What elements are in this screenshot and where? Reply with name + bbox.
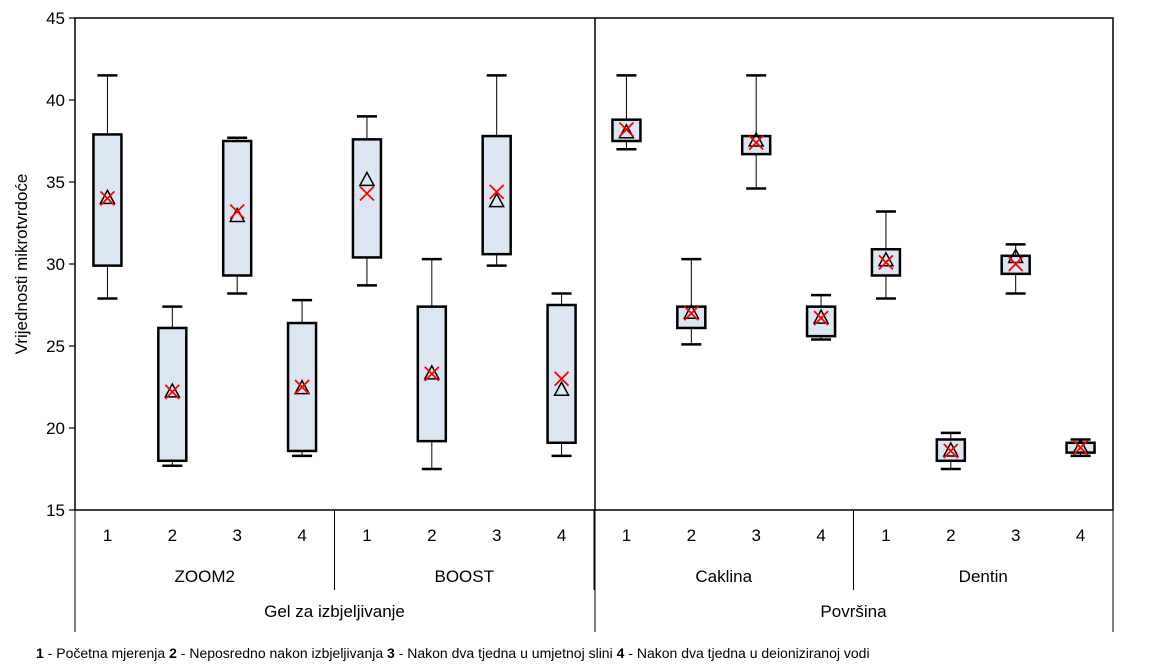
box-caklina-4 bbox=[805, 293, 837, 341]
footnote-number: 1 bbox=[36, 645, 44, 661]
box-boost-2 bbox=[416, 257, 448, 471]
box-caklina-3 bbox=[740, 74, 772, 190]
median-marker bbox=[1072, 438, 1089, 454]
y-axis-title: Vrijednosti mikrotvrdoće bbox=[12, 174, 31, 355]
footnote-text: - Nakon dva tjedna u umjetnoj slini bbox=[394, 645, 617, 661]
x-panel-label: Gel za izbjeljivanje bbox=[264, 602, 405, 621]
median-marker bbox=[358, 170, 376, 187]
x-category-label: 4 bbox=[1076, 526, 1085, 545]
mean-marker bbox=[553, 371, 570, 387]
box-iqr bbox=[481, 134, 512, 256]
mean-marker bbox=[424, 366, 440, 382]
box-caklina-1 bbox=[611, 74, 642, 151]
mean-marker bbox=[618, 121, 635, 138]
median-marker bbox=[488, 192, 505, 208]
mean-marker bbox=[99, 190, 116, 207]
mean-marker bbox=[229, 203, 245, 220]
median-marker bbox=[553, 380, 570, 397]
box-zoom2-1 bbox=[92, 74, 123, 300]
box-iqr bbox=[546, 303, 577, 445]
median-marker bbox=[293, 379, 311, 395]
x-group-label: Dentin bbox=[959, 567, 1008, 586]
box-iqr bbox=[740, 134, 772, 156]
box-dentin-3 bbox=[1000, 243, 1031, 295]
box-boost-1 bbox=[351, 115, 383, 287]
box-zoom2-3 bbox=[221, 136, 253, 295]
box-iqr bbox=[92, 133, 123, 267]
mean-marker bbox=[359, 185, 375, 202]
y-tick-label: 30 bbox=[46, 255, 65, 274]
box-dentin-2 bbox=[935, 431, 967, 471]
x-category-label: 2 bbox=[427, 526, 436, 545]
median-marker bbox=[164, 382, 181, 398]
mean-marker bbox=[813, 310, 829, 326]
x-category-label: 3 bbox=[492, 526, 501, 545]
x-category-label: 4 bbox=[557, 526, 566, 545]
median-marker bbox=[942, 441, 960, 457]
footnote-text: - Neposredno nakon izbjeljivanja bbox=[176, 645, 388, 661]
y-tick-label: 15 bbox=[46, 501, 65, 520]
box-boost-3 bbox=[481, 74, 512, 267]
median-marker bbox=[1007, 247, 1024, 264]
x-category-label: 2 bbox=[168, 526, 177, 545]
x-category-label: 4 bbox=[816, 526, 825, 545]
x-panel-label: Površina bbox=[820, 602, 887, 621]
box-iqr bbox=[676, 305, 707, 330]
mean-marker bbox=[294, 379, 310, 395]
mean-marker bbox=[748, 135, 764, 151]
box-iqr bbox=[157, 326, 188, 463]
box-dentin-4 bbox=[1065, 438, 1096, 458]
median-marker bbox=[812, 308, 830, 324]
x-group-label: BOOST bbox=[434, 567, 494, 586]
median-marker bbox=[99, 188, 116, 205]
median-marker bbox=[618, 123, 635, 139]
mean-marker bbox=[878, 254, 894, 270]
x-category-label: 1 bbox=[622, 526, 631, 545]
x-group-label: ZOOM2 bbox=[175, 567, 235, 586]
mean-marker bbox=[943, 443, 959, 459]
box-iqr bbox=[805, 305, 837, 338]
footnote-number: 3 bbox=[387, 645, 395, 661]
box-zoom2-4 bbox=[286, 298, 318, 458]
x-category-label: 1 bbox=[103, 526, 112, 545]
mean-marker bbox=[1008, 256, 1024, 272]
median-marker bbox=[683, 303, 700, 319]
x-category-label: 3 bbox=[1011, 526, 1020, 545]
box-iqr bbox=[351, 138, 383, 259]
x-category-label: 1 bbox=[362, 526, 371, 545]
y-tick-label: 25 bbox=[46, 337, 65, 356]
box-boost-4 bbox=[546, 292, 577, 458]
median-marker bbox=[423, 364, 441, 380]
y-tick-label: 35 bbox=[46, 173, 65, 192]
x-category-label: 3 bbox=[232, 526, 241, 545]
x-category-label: 4 bbox=[297, 526, 306, 545]
footnote-text: - Početna mjerenja bbox=[43, 645, 170, 661]
x-category-label: 1 bbox=[881, 526, 890, 545]
footnote-number: 2 bbox=[169, 645, 177, 661]
x-category-label: 2 bbox=[946, 526, 955, 545]
mean-marker bbox=[489, 184, 505, 200]
box-caklina-2 bbox=[676, 257, 707, 346]
x-group-label: Caklina bbox=[695, 567, 752, 586]
mean-marker bbox=[164, 384, 180, 400]
mean-marker bbox=[1072, 440, 1089, 456]
x-category-label: 3 bbox=[751, 526, 760, 545]
mean-marker bbox=[683, 305, 699, 321]
y-tick-label: 20 bbox=[46, 419, 65, 438]
y-tick-label: 40 bbox=[46, 91, 65, 110]
footnote-text: - Nakon dva tjedna u deioniziranoj vodi bbox=[624, 645, 870, 661]
y-tick-label: 45 bbox=[46, 9, 65, 28]
box-dentin-1 bbox=[870, 210, 902, 300]
x-category-label: 2 bbox=[687, 526, 696, 545]
footnote-number: 4 bbox=[616, 645, 625, 661]
box-zoom2-2 bbox=[157, 305, 188, 467]
legend-footnote: 1 - Početna mjerenja 2 - Neposredno nako… bbox=[36, 645, 1166, 661]
